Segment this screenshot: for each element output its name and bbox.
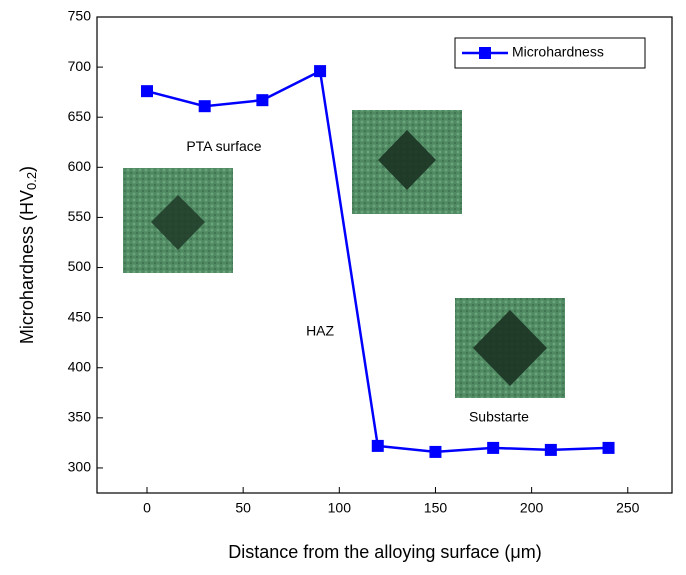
data-point — [141, 85, 153, 98]
y-tick-label: 450 — [68, 308, 92, 324]
y-tick-label: 350 — [68, 409, 92, 425]
y-tick-label: 650 — [68, 108, 92, 124]
y-tick-label: 600 — [68, 158, 92, 174]
plot-frame — [96, 16, 673, 494]
y-label-end: ) — [17, 166, 37, 172]
legend: Microhardness — [454, 37, 646, 69]
data-point — [544, 443, 557, 456]
data-point — [198, 100, 211, 113]
x-tick-label: 50 — [235, 500, 251, 516]
x-tick-label: 200 — [520, 500, 544, 516]
y-label-main: Microhardness (HV — [17, 190, 37, 344]
y-tick-label: 500 — [68, 258, 92, 274]
legend-label: Microhardness — [512, 44, 604, 60]
data-point — [487, 441, 500, 454]
y-tick-label: 750 — [68, 8, 92, 24]
annotation: Substarte — [469, 409, 529, 425]
x-tick-label: 100 — [328, 500, 352, 516]
data-point — [314, 65, 327, 78]
data-point — [256, 94, 269, 107]
data-point — [371, 439, 384, 452]
annotation: PTA surface — [186, 138, 261, 154]
annotation: HAZ — [306, 322, 334, 338]
micrograph — [455, 298, 565, 398]
x-axis-label: Distance from the alloying surface (μm) — [228, 542, 541, 562]
x-tick-label: 150 — [424, 500, 448, 516]
data-point — [602, 441, 615, 454]
y-tick-label: 700 — [68, 58, 92, 74]
micrograph — [123, 168, 233, 273]
legend-marker — [479, 47, 491, 59]
micrograph — [352, 110, 462, 214]
x-tick-label: 250 — [616, 500, 640, 516]
y-label-sub: 0.2 — [24, 172, 39, 190]
y-tick-label: 550 — [68, 208, 92, 224]
data-point — [429, 445, 442, 458]
x-tick-label: 0 — [143, 500, 151, 516]
y-tick-label: 400 — [68, 358, 92, 374]
y-axis-label: Microhardness (HV0.2) — [17, 166, 40, 344]
y-tick-label: 300 — [68, 459, 92, 475]
